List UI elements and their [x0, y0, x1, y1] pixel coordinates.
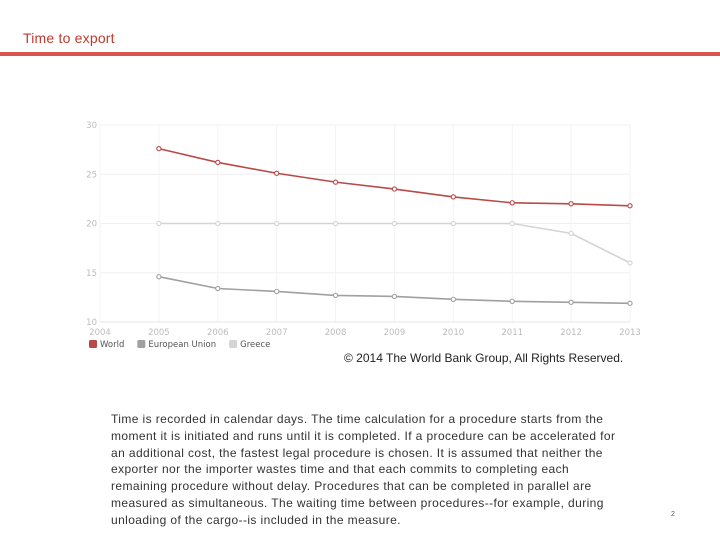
x-tick-label: 2007 — [266, 328, 288, 338]
legend-layer: World European Union Greece — [89, 340, 270, 350]
page-number: 2 — [671, 511, 675, 518]
description-paragraph: Time is recorded in calendar days. The t… — [111, 412, 616, 527]
data-point-world — [391, 186, 398, 192]
data-point-greece — [332, 220, 339, 227]
legend-swatch-greece — [229, 340, 238, 348]
data-point-world — [509, 200, 515, 206]
data-point-european-union — [568, 299, 574, 305]
legend-swatch-world — [89, 340, 97, 348]
legend-label-european-union: European Union — [148, 340, 216, 350]
data-point-greece — [215, 220, 221, 227]
data-point-world — [568, 201, 574, 207]
data-point-european-union — [332, 292, 339, 299]
x-tick-label: 2004 — [89, 328, 111, 338]
y-tick-label: 15 — [86, 269, 97, 279]
data-point-world — [274, 170, 280, 176]
data-point-greece — [568, 230, 574, 236]
data-point-world — [627, 203, 633, 209]
data-point-greece — [627, 260, 633, 266]
y-tick-label: 30 — [86, 121, 97, 131]
data-point-world — [215, 159, 221, 166]
data-point-european-union — [627, 300, 633, 306]
y-tick-label: 25 — [86, 170, 97, 180]
data-point-world — [156, 145, 162, 152]
x-tick-label: 2006 — [207, 328, 229, 338]
x-tick-label: 2013 — [619, 328, 641, 338]
legend-label-greece: Greece — [240, 340, 270, 350]
data-point-greece — [509, 220, 515, 227]
data-point-european-union — [509, 298, 515, 304]
x-tick-label: 2011 — [501, 328, 523, 338]
x-tick-label: 2009 — [384, 328, 406, 338]
data-point-greece — [274, 220, 280, 227]
legend-label-world: World — [100, 340, 124, 350]
x-tick-label: 2010 — [443, 328, 465, 338]
data-point-greece — [156, 220, 162, 227]
data-point-greece — [391, 220, 398, 227]
x-tick-label: 2008 — [325, 328, 347, 338]
series-layer — [156, 145, 633, 306]
y-tick-label: 20 — [86, 220, 97, 230]
data-point-european-union — [215, 285, 221, 292]
y-tick-label: 10 — [86, 318, 97, 328]
legend-swatch-european-union — [137, 340, 146, 348]
copyright-notice: © 2014 The World Bank Group, All Rights … — [344, 351, 624, 365]
x-tick-label: 2005 — [148, 328, 170, 338]
data-point-world — [332, 179, 339, 185]
axis-layer: 10 15 20 25 30 2004 2005 2006 2007 2008 2009 2010 20… — [86, 121, 641, 338]
data-point-world — [450, 194, 456, 200]
data-point-european-union — [450, 296, 456, 302]
title-divider — [0, 52, 720, 56]
slide-title: Time to export — [23, 30, 115, 46]
time-to-export-chart: 10 15 20 25 30 2004 2005 2006 2007 2008 2009 2010 20… — [86, 121, 641, 350]
data-point-european-union — [391, 293, 398, 300]
data-point-greece — [450, 220, 456, 227]
data-point-european-union — [156, 274, 162, 280]
x-tick-label: 2012 — [560, 328, 582, 338]
data-point-european-union — [274, 288, 280, 295]
